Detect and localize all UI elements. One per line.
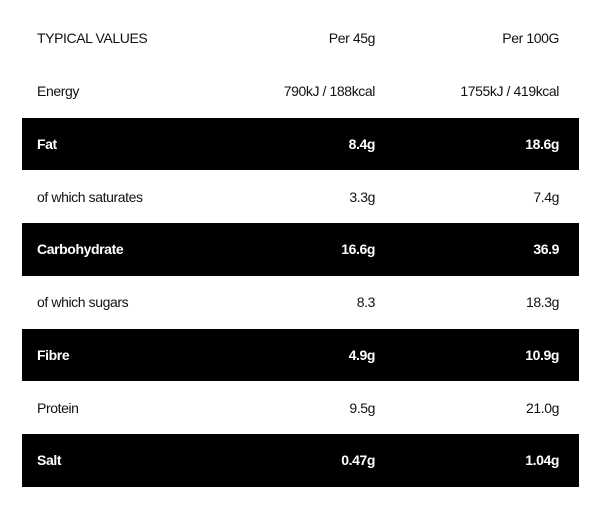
per-serving-value: 8.4g (348, 135, 376, 152)
per-100g-value: 1.04g (525, 452, 559, 469)
per-serving-value: 790kJ / 188kcal (283, 83, 376, 100)
per-serving-value: 9.5g (349, 399, 375, 416)
nutrient-label: Fat (37, 135, 57, 152)
table-row: Protein 9.5g 21.0g (22, 381, 579, 434)
nutrient-label: Energy (37, 83, 79, 100)
per-serving-value: 3.3g (349, 188, 375, 205)
per-100g-value: 7.4g (533, 188, 559, 205)
nutrient-label: of which saturates (37, 188, 143, 205)
table-row: Salt 0.47g 1.04g (22, 434, 579, 487)
table-row: Fat 8.4g 18.6g (22, 117, 579, 171)
per-serving-value: 4.9g (348, 346, 376, 363)
per-serving-value: 0.47g (341, 452, 375, 469)
nutrient-label: Salt (37, 452, 62, 469)
table-row: of which sugars 8.3 18.3g (22, 276, 579, 329)
table-row: of which saturates 3.3g 7.4g (22, 170, 579, 223)
nutrient-label: of which sugars (37, 294, 129, 311)
table-row: TYPICAL VALUES Per 45g Per 100G (22, 12, 579, 65)
header-label: TYPICAL VALUES (37, 30, 148, 47)
per-serving-value: 8.3 (356, 294, 376, 311)
nutrient-label: Carbohydrate (37, 241, 124, 258)
nutrition-table: TYPICAL VALUES Per 45g Per 100G Energy 790kJ… (22, 12, 579, 487)
per-100g-value: 18.6g (525, 135, 559, 152)
per-100g-value: 10.9g (525, 346, 559, 363)
table-row: Carbohydrate 16.6g 36.9 (22, 223, 579, 276)
table-row: Energy 790kJ / 188kcal 1755kJ / 419kcal (22, 65, 579, 118)
per-100g-value: 36.9 (533, 241, 559, 258)
per-100g-value: 18.3g (525, 294, 559, 311)
nutrient-label: Fibre (37, 346, 70, 363)
per-100g-value: 21.0g (525, 399, 559, 416)
per-100g-value: 1755kJ / 419kcal (460, 83, 559, 100)
nutrient-label: Protein (37, 399, 79, 416)
table-row: Fibre 4.9g 10.9g (22, 328, 579, 382)
header-per-serving: Per 45g (328, 30, 376, 47)
per-serving-value: 16.6g (341, 241, 375, 258)
header-per-100g: Per 100G (502, 30, 559, 47)
